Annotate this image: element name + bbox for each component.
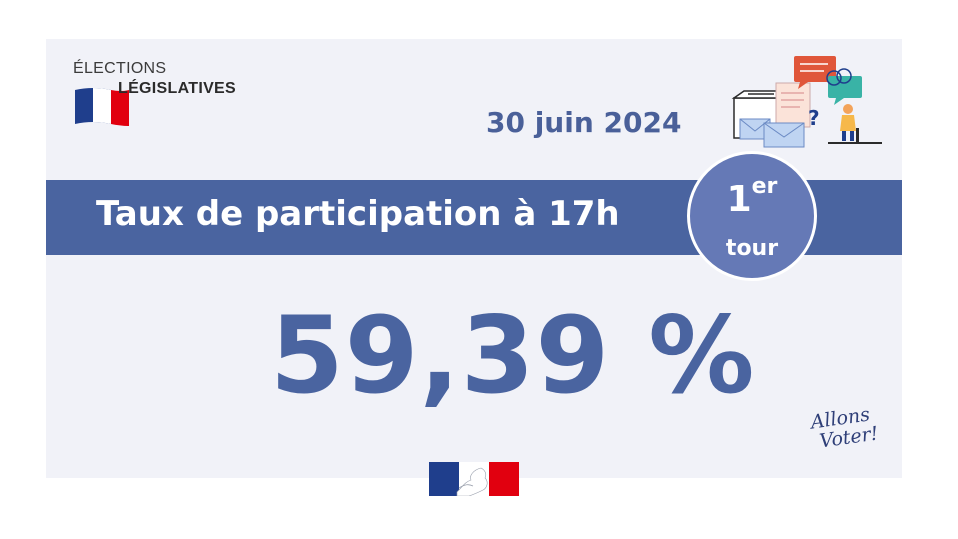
- ballot-box-illustration-icon: ?: [731, 56, 882, 148]
- tour-badge: 1er tour: [687, 151, 817, 281]
- french-flag-icon: [75, 88, 129, 126]
- election-date: 30 juin 2024: [486, 106, 682, 139]
- allons-voter-logo: Allons Voter!: [809, 403, 879, 452]
- tour-number-digit: 1: [726, 179, 752, 220]
- tour-number: 1er: [690, 176, 814, 220]
- logo-legislatives-text: LÉGISLATIVES: [118, 80, 236, 97]
- tour-label: tour: [725, 236, 779, 261]
- logo-elections-text: ÉLECTIONS: [73, 60, 167, 77]
- participation-title: Taux de participation à 17h: [96, 194, 620, 234]
- tour-number-suffix: er: [751, 174, 778, 199]
- svg-text:?: ?: [808, 106, 820, 130]
- republique-francaise-logo-icon: [429, 462, 519, 496]
- participation-value: 59,39 %: [270, 294, 756, 417]
